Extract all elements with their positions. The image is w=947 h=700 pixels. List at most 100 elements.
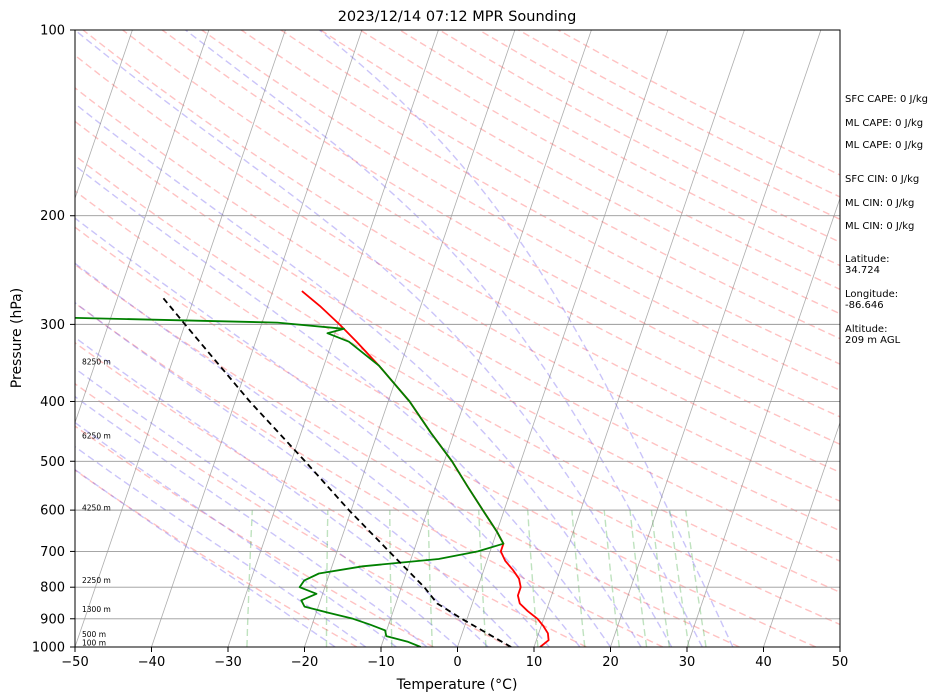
- dry-adiabat: [75, 54, 840, 502]
- moist-adiabat: [75, 30, 673, 647]
- dry-adiabat: [75, 302, 664, 647]
- annotation-text: SFC CAPE: 0 J/kg: [845, 94, 928, 105]
- x-tick-label: −40: [138, 655, 165, 670]
- annotation-text: ML CIN: 0 J/kg: [845, 221, 914, 232]
- dry-adiabat: [75, 226, 817, 647]
- dry-adiabat: [75, 120, 840, 562]
- moist-adiabat: [318, 30, 734, 647]
- x-tick-label: −10: [367, 655, 394, 670]
- mixing-ratio-line: [603, 510, 620, 647]
- dry-adiabat: [75, 154, 840, 594]
- moist-adiabat: [75, 421, 397, 647]
- isotherm: [75, 30, 286, 647]
- annotation-text: Altitude:: [845, 324, 887, 335]
- dry-adiabat: [75, 382, 511, 647]
- y-axis-ticks: 1000 900 800 700 600 500 400 300 200 100: [32, 24, 75, 656]
- dry-adiabat: [201, 30, 840, 391]
- x-tick-label: −20: [291, 655, 318, 670]
- y-tick-label: 300: [40, 318, 65, 333]
- dry-adiabat: [75, 425, 434, 647]
- annotation-text: ML CIN: 0 J/kg: [845, 198, 914, 209]
- y-axis-label: Pressure (hPa): [9, 288, 25, 388]
- annotation-text: 34.724: [845, 265, 880, 276]
- isotherm: [75, 30, 210, 424]
- x-tick-label: 40: [755, 655, 772, 670]
- y-tick-label: 200: [40, 209, 65, 224]
- isotherm: [304, 30, 516, 647]
- temperature-line: [301, 290, 550, 647]
- y-tick-label: 400: [40, 395, 65, 410]
- dewpoint-line: [75, 316, 505, 647]
- height-label: 6250 m: [82, 431, 111, 440]
- annotation-text: 209 m AGL: [845, 335, 901, 346]
- background-lines: [75, 30, 840, 647]
- isotherm: [686, 197, 840, 647]
- isotherm: [151, 30, 363, 647]
- dry-adiabat: [122, 30, 840, 446]
- y-tick-label: 600: [40, 504, 65, 519]
- x-tick-label: 50: [832, 655, 849, 670]
- isotherm: [75, 30, 133, 200]
- annotation-text: -86.646: [845, 300, 884, 311]
- dry-adiabat: [75, 87, 840, 532]
- isotherm: [227, 30, 439, 647]
- dry-adiabat: [82, 30, 840, 474]
- dry-adiabat: [75, 263, 740, 647]
- height-label: 2250 m: [82, 576, 111, 585]
- y-tick-label: 100: [40, 24, 65, 39]
- moist-adiabat: [75, 367, 458, 647]
- height-label: 4250 m: [82, 503, 111, 512]
- x-tick-label: −30: [214, 655, 241, 670]
- sounding-parameters: SFC CAPE: 0 J/kg ML CAPE: 0 J/kg ML CAPE: …: [845, 94, 928, 346]
- x-tick-label: 10: [526, 655, 543, 670]
- mixing-ratio-line: [527, 510, 539, 647]
- x-axis-label: Temperature (°C): [396, 677, 518, 693]
- annotation-text: Longitude:: [845, 289, 898, 300]
- y-tick-label: 800: [40, 581, 65, 596]
- mixing-ratio-line: [478, 510, 487, 647]
- height-label: 500 m: [82, 630, 106, 639]
- dry-adiabat: [75, 469, 358, 647]
- moist-adiabat: [75, 336, 489, 647]
- dry-adiabat: [75, 341, 587, 647]
- moist-adiabat: [75, 217, 581, 647]
- height-label: 100 m: [82, 638, 106, 647]
- isotherm: [610, 30, 822, 647]
- x-axis-ticks: −50 −40 −30 −20 −10 0 10 20 30 40 50: [61, 647, 848, 670]
- x-tick-label: −50: [61, 655, 88, 670]
- height-label: 8250 m: [82, 357, 111, 366]
- isotherm: [380, 30, 592, 647]
- chart-title: 2023/12/14 07:12 MPR Sounding: [338, 9, 577, 25]
- isotherm: [457, 30, 669, 647]
- x-tick-label: 30: [679, 655, 696, 670]
- isotherm: [763, 421, 840, 647]
- dry-adiabat: [359, 30, 840, 291]
- mixing-ratio-line: [669, 510, 690, 647]
- y-tick-label: 700: [40, 545, 65, 560]
- moist-adiabat: [75, 301, 520, 647]
- mixing-ratio-line: [389, 510, 393, 647]
- annotation-text: SFC CIN: 0 J/kg: [845, 174, 919, 185]
- y-tick-label: 500: [40, 455, 65, 470]
- dry-adiabat: [161, 30, 840, 418]
- moist-adiabat: [75, 468, 336, 647]
- annotation-text: Latitude:: [845, 254, 890, 265]
- moist-adiabat: [75, 395, 428, 647]
- mixing-ratio-line: [427, 510, 434, 647]
- parcel-line: [161, 295, 512, 647]
- height-label: 1300 m: [82, 605, 111, 614]
- annotation-text: ML CAPE: 0 J/kg: [845, 118, 923, 129]
- dry-adiabat: [75, 190, 840, 626]
- x-tick-label: 0: [453, 655, 461, 670]
- isotherm: [533, 30, 745, 647]
- moist-adiabat: [75, 102, 642, 647]
- dry-adiabat: [240, 30, 840, 365]
- y-tick-label: 900: [40, 612, 65, 627]
- sounding-traces: [75, 290, 550, 647]
- y-tick-label: 1000: [32, 641, 65, 656]
- annotation-text: ML CAPE: 0 J/kg: [845, 140, 923, 151]
- moist-adiabat: [185, 30, 703, 647]
